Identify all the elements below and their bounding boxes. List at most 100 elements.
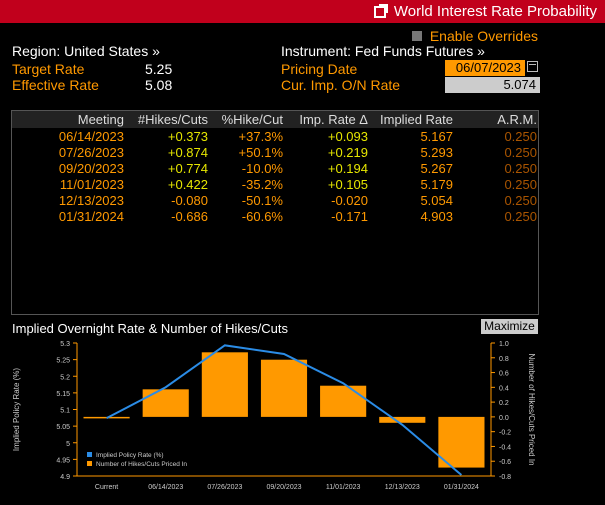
legend-bar-label: Number of Hikes/Cuts Priced In bbox=[96, 461, 187, 468]
region-selector[interactable]: Region: United States » bbox=[12, 43, 160, 59]
column-arm[interactable]: A.R.M. bbox=[497, 112, 537, 127]
implied-cell: 5.267 bbox=[420, 161, 453, 176]
arm-cell: 0.250 bbox=[504, 145, 537, 160]
right-axis-label: Number of Hikes/Cuts Priced In bbox=[527, 353, 536, 465]
x-tick-label: 06/14/2023 bbox=[148, 484, 183, 491]
x-tick-label: 12/13/2023 bbox=[385, 484, 420, 491]
left-tick-label: 5 bbox=[66, 441, 70, 448]
checkbox-icon[interactable] bbox=[411, 31, 422, 41]
cur-imp-rate-input[interactable]: 5.074 bbox=[445, 77, 540, 93]
left-axis-label: Implied Policy Rate (%) bbox=[12, 368, 21, 451]
x-tick-label: 01/31/2024 bbox=[444, 484, 479, 491]
right-tick-label: -0.6 bbox=[499, 459, 511, 466]
external-link-icon[interactable] bbox=[373, 3, 388, 18]
left-tick-label: 5.25 bbox=[56, 358, 70, 365]
bar bbox=[201, 352, 248, 417]
table-row[interactable]: 11/01/2023 +0.422 -35.2% +0.105 5.179 0.250 bbox=[12, 177, 538, 193]
column-meeting[interactable]: Meeting bbox=[77, 112, 124, 127]
table-row[interactable]: 07/26/2023 +0.874 +50.1% +0.219 5.293 0.250 bbox=[12, 145, 538, 161]
effective-rate-label: Effective Rate bbox=[12, 77, 99, 93]
meeting-cell: 12/13/2023 bbox=[58, 193, 124, 208]
table-row[interactable]: 09/20/2023 +0.774 -10.0% +0.194 5.267 0.250 bbox=[12, 161, 538, 177]
delta-cell: +0.194 bbox=[327, 161, 368, 176]
meetings-table: Meeting #Hikes/Cuts %Hike/Cut Imp. Rate … bbox=[11, 110, 539, 315]
column-imp-rate-delta[interactable]: Imp. Rate Δ bbox=[299, 112, 368, 127]
column-implied-rate[interactable]: Implied Rate bbox=[380, 112, 453, 127]
delta-cell: +0.093 bbox=[327, 129, 368, 144]
x-tick-label: 09/20/2023 bbox=[266, 484, 301, 491]
pct-cell: +50.1% bbox=[238, 145, 283, 160]
bar bbox=[142, 389, 189, 417]
hikes-cell: -0.080 bbox=[171, 193, 208, 208]
right-tick-label: 0.4 bbox=[499, 385, 509, 392]
meeting-cell: 07/26/2023 bbox=[58, 145, 124, 160]
pricing-date-label: Pricing Date bbox=[281, 61, 358, 77]
chart-title: Implied Overnight Rate & Number of Hikes… bbox=[12, 321, 288, 336]
bar bbox=[320, 385, 367, 417]
meeting-cell: 09/20/2023 bbox=[58, 161, 124, 176]
right-tick-label: 1.0 bbox=[499, 341, 509, 348]
left-tick-label: 5.2 bbox=[60, 374, 70, 381]
enable-overrides-toggle[interactable]: Enable Overrides bbox=[411, 28, 538, 44]
delta-cell: -0.020 bbox=[331, 193, 368, 208]
right-tick-label: -0.8 bbox=[499, 474, 511, 481]
implied-rate-line bbox=[106, 344, 463, 476]
legend-bar-swatch bbox=[87, 461, 92, 466]
hikes-cell: +0.422 bbox=[167, 177, 208, 192]
meeting-cell: 01/31/2024 bbox=[58, 209, 124, 224]
right-tick-label: 0.2 bbox=[499, 400, 509, 407]
delta-cell: +0.105 bbox=[327, 177, 368, 192]
calendar-icon[interactable] bbox=[527, 61, 538, 72]
meeting-cell: 11/01/2023 bbox=[59, 177, 124, 192]
hikes-cell: -0.686 bbox=[171, 209, 208, 224]
left-tick-label: 4.95 bbox=[56, 457, 70, 464]
pct-cell: -35.2% bbox=[241, 177, 283, 192]
bar bbox=[438, 416, 485, 468]
implied-cell: 5.179 bbox=[420, 177, 453, 192]
right-tick-label: 0.6 bbox=[499, 371, 509, 378]
right-tick-label: 0.8 bbox=[499, 356, 509, 363]
window-title: World Interest Rate Probability bbox=[393, 3, 597, 20]
right-tick-label: -0.2 bbox=[499, 430, 511, 437]
delta-cell: -0.171 bbox=[331, 209, 368, 224]
target-rate-label: Target Rate bbox=[12, 61, 85, 77]
table-row[interactable]: 01/31/2024 -0.686 -60.6% -0.171 4.903 0.250 bbox=[12, 209, 538, 225]
arm-cell: 0.250 bbox=[504, 161, 537, 176]
chart-area: 5.3 5.25 5.2 5.15 5.1 5.05 5 4.95 4.9 1.0 0.8 0.6 0.… bbox=[12, 337, 539, 502]
pct-cell: -60.6% bbox=[241, 209, 283, 224]
hikes-cell: +0.373 bbox=[167, 129, 208, 144]
column-pct-hike-cut[interactable]: %Hike/Cut bbox=[221, 112, 283, 127]
x-tick-label: 11/01/2023 bbox=[326, 484, 361, 491]
rate-chart: 5.3 5.25 5.2 5.15 5.1 5.05 5 4.95 4.9 1.0 0.8 0.6 0.… bbox=[12, 337, 539, 502]
x-tick-label: 07/26/2023 bbox=[207, 484, 242, 491]
left-tick-label: 5.05 bbox=[56, 424, 70, 431]
pct-cell: -50.1% bbox=[241, 193, 283, 208]
right-tick-label: -0.4 bbox=[499, 444, 511, 451]
pct-cell: -10.0% bbox=[241, 161, 283, 176]
table-header: Meeting #Hikes/Cuts %Hike/Cut Imp. Rate … bbox=[12, 111, 538, 128]
implied-cell: 5.167 bbox=[420, 129, 453, 144]
implied-cell: 5.054 bbox=[420, 193, 453, 208]
maximize-button[interactable]: Maximize bbox=[481, 319, 538, 334]
column-hikes-cuts[interactable]: #Hikes/Cuts bbox=[137, 112, 208, 127]
meeting-cell: 06/14/2023 bbox=[58, 129, 124, 144]
table-row[interactable]: 12/13/2023 -0.080 -50.1% -0.020 5.054 0.250 bbox=[12, 193, 538, 209]
x-tick-label: Current bbox=[95, 484, 118, 491]
title-bar: World Interest Rate Probability bbox=[0, 0, 605, 23]
target-rate-value: 5.25 bbox=[145, 61, 173, 77]
bar bbox=[379, 416, 426, 423]
implied-cell: 5.293 bbox=[420, 145, 453, 160]
arm-cell: 0.250 bbox=[504, 129, 537, 144]
effective-rate-value: 5.08 bbox=[145, 77, 173, 93]
instrument-selector[interactable]: Instrument: Fed Funds Futures » bbox=[281, 43, 485, 59]
legend-line-swatch bbox=[87, 452, 92, 457]
left-tick-label: 5.15 bbox=[56, 391, 70, 398]
left-tick-label: 5.1 bbox=[60, 408, 70, 415]
delta-cell: +0.219 bbox=[327, 145, 368, 160]
pricing-date-input[interactable]: 06/07/2023 bbox=[445, 60, 525, 76]
hikes-cell: +0.774 bbox=[167, 161, 208, 176]
left-tick-label: 4.9 bbox=[60, 474, 70, 481]
implied-cell: 4.903 bbox=[420, 209, 453, 224]
table-row[interactable]: 06/14/2023 +0.373 +37.3% +0.093 5.167 0.250 bbox=[12, 129, 538, 145]
legend-line-label: Implied Policy Rate (%) bbox=[96, 452, 164, 459]
